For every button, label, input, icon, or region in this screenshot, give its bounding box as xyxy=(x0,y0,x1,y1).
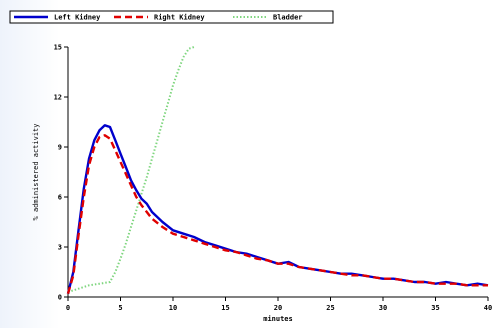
y-tick-label: 15 xyxy=(54,44,62,52)
x-tick-label: 10 xyxy=(169,304,177,312)
y-tick-label: 6 xyxy=(58,194,62,202)
x-axis-ticks: 0 5 10 15 20 25 30 35 40 xyxy=(66,297,492,312)
x-tick-label: 15 xyxy=(221,304,229,312)
series-lines xyxy=(66,46,489,295)
y-tick-label: 12 xyxy=(54,94,62,102)
x-tick-label: 35 xyxy=(431,304,439,312)
y-tick-label: 9 xyxy=(58,144,62,152)
x-tick-label: 40 xyxy=(484,304,492,312)
x-tick-label: 0 xyxy=(66,304,70,312)
x-tick-label: 30 xyxy=(379,304,387,312)
series-line-bladder xyxy=(67,46,195,293)
y-axis-ticks: 0 3 6 9 12 15 xyxy=(54,44,68,302)
x-tick-label: 20 xyxy=(274,304,282,312)
x-axis-label: minutes xyxy=(263,315,293,323)
plot-area xyxy=(68,47,488,297)
legend-label: Right Kidney xyxy=(154,14,205,22)
series-line-right-kidney xyxy=(66,134,488,295)
legend-box xyxy=(9,10,334,24)
legend: Left Kidney Right Kidney Bladder xyxy=(14,14,303,22)
x-tick-label: 5 xyxy=(118,304,122,312)
y-axis-label: % administered activity xyxy=(32,124,40,221)
y-tick-label: 0 xyxy=(58,294,62,302)
x-tick-label: 25 xyxy=(326,304,334,312)
y-tick-label: 3 xyxy=(58,244,62,252)
series-line-left-kidney xyxy=(66,124,489,294)
legend-label: Bladder xyxy=(273,14,303,22)
legend-label: Left Kidney xyxy=(54,14,101,22)
